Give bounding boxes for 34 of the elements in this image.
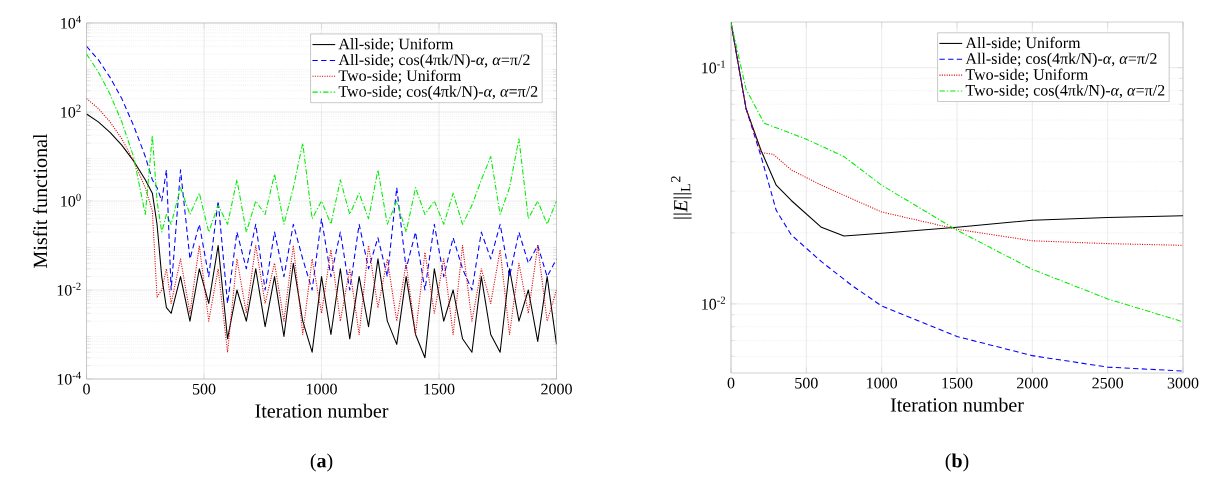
x-tick-label: 0 [727,377,735,389]
x-tick-label: 2000 [541,383,572,395]
legend-label: Two-side; cos(4πk/N)-α, α=π/2 [338,85,538,101]
legend-label: Two-side; cos(4πk/N)-α, α=π/2 [965,84,1165,99]
legend-label: Two-side; Uniform [338,69,462,84]
text: (b) [945,453,969,472]
legend-label: All-side; Uniform [965,36,1081,51]
x-tick-label: 1500 [424,383,455,395]
line-series [86,53,557,233]
x-tick-label: 2000 [1017,377,1048,389]
x-tick-label: 1000 [867,377,898,389]
x-axis-title: Iteration number [890,397,1024,412]
y-axis-title: Misfit functional [32,133,48,268]
x-tick-label: 1000 [306,383,337,395]
x-tick-label: 1500 [942,377,973,389]
y-tick-label: 10$^{0}$ [61,193,81,207]
x-tick-label: 500 [192,383,216,395]
y-tick-label: 10$^{4}$ [61,15,81,29]
x-tick-label: 0 [83,383,90,395]
legend-label: All-side; cos(4πk/N)-α, α=π/2 [965,52,1157,68]
x-tick-label: 500 [795,377,818,389]
legend-label: All-side; Uniform [338,37,454,52]
x-tick-label: 3000 [1167,377,1199,389]
y-tick-label: 10$^{2}$ [61,104,81,118]
legend-label: Two-side; Uniform [965,68,1089,83]
y-tick-label: 10$^{-2}$ [702,296,726,310]
text: (a) [310,453,333,472]
x-axis-title: Iteration number [255,403,389,418]
legend-label: All-side; cos(4πk/N)-α, α=π/2 [338,53,530,69]
y-tick-label: 10$^{-2}$ [57,282,81,296]
y-axis-title: ||E||$_{L}$2 [671,176,692,219]
x-tick-label: 2500 [1092,377,1124,389]
y-tick-label: 10$^{-4}$ [57,371,81,385]
y-tick-label: 10$^{-1}$ [702,60,725,74]
